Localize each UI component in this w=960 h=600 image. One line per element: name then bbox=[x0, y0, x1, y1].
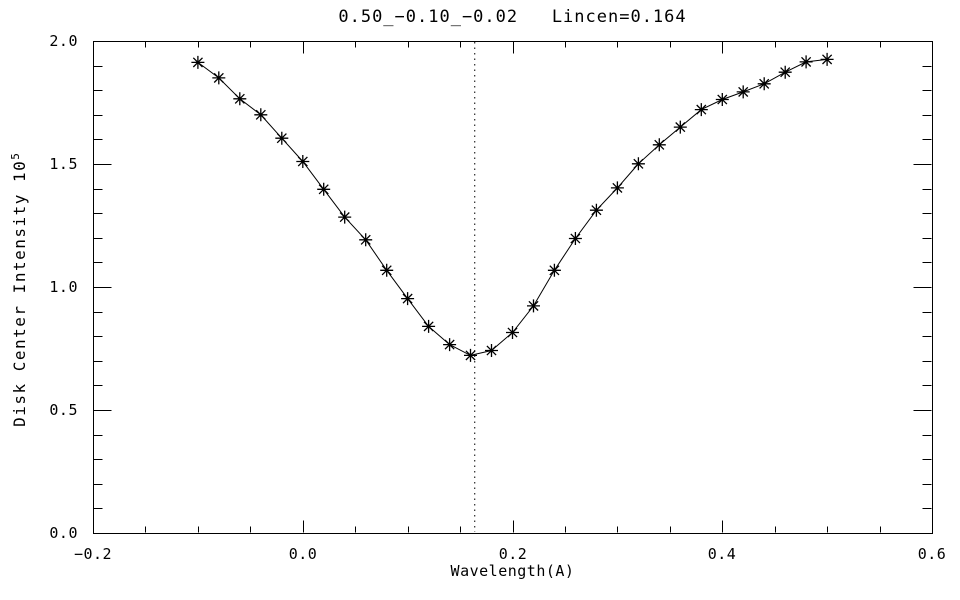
data-point-marker bbox=[589, 203, 603, 217]
data-point-marker bbox=[485, 344, 498, 357]
series-markers bbox=[191, 52, 834, 362]
y-tick-label: 0.5 bbox=[49, 401, 78, 419]
data-point-marker bbox=[610, 181, 624, 195]
y-tick-label: 2.0 bbox=[49, 32, 78, 50]
x-axis-title: Wavelength(A) bbox=[450, 562, 575, 580]
data-point-marker bbox=[694, 103, 708, 117]
data-point-marker bbox=[736, 85, 750, 99]
data-point-marker bbox=[254, 108, 268, 122]
y-tick-label: 0.0 bbox=[49, 524, 78, 542]
data-point-marker bbox=[652, 138, 666, 152]
data-point-marker bbox=[443, 338, 457, 352]
y-tick-label: 1.0 bbox=[49, 278, 78, 296]
y-tick-label: 1.5 bbox=[49, 155, 78, 173]
x-tick-label: 0.0 bbox=[288, 545, 318, 563]
data-point-marker bbox=[568, 232, 582, 245]
data-point-marker bbox=[191, 55, 205, 69]
data-point-marker bbox=[233, 92, 247, 106]
data-point-marker bbox=[380, 263, 394, 277]
data-point-marker bbox=[757, 77, 771, 91]
chart-title: 0.50_−0.10_−0.02 Lincen=0.164 bbox=[338, 7, 687, 27]
data-point-marker bbox=[799, 55, 813, 69]
x-tick-label: 0.4 bbox=[707, 545, 737, 563]
data-point-marker bbox=[506, 326, 519, 339]
data-point-marker bbox=[422, 319, 436, 333]
data-point-marker bbox=[778, 65, 792, 79]
data-point-marker bbox=[359, 233, 373, 247]
data-point-marker bbox=[673, 120, 687, 134]
data-point-marker bbox=[464, 348, 477, 362]
x-tick-label: 0.2 bbox=[498, 545, 528, 563]
data-point-marker bbox=[338, 210, 352, 224]
data-point-marker bbox=[631, 157, 645, 171]
data-point-marker bbox=[547, 263, 561, 277]
data-point-marker bbox=[820, 52, 834, 66]
axis-ticks bbox=[93, 41, 933, 534]
data-point-marker bbox=[212, 71, 226, 85]
data-point-marker bbox=[401, 292, 415, 306]
data-point-marker bbox=[715, 93, 729, 106]
data-point-marker bbox=[527, 299, 540, 313]
data-point-marker bbox=[296, 155, 310, 168]
series-line bbox=[197, 58, 828, 356]
data-point-marker bbox=[317, 182, 331, 196]
x-tick-label: 0.6 bbox=[917, 545, 947, 563]
data-point-marker bbox=[275, 131, 289, 145]
plot-frame bbox=[93, 41, 933, 534]
x-tick-label: −0.2 bbox=[73, 545, 113, 563]
